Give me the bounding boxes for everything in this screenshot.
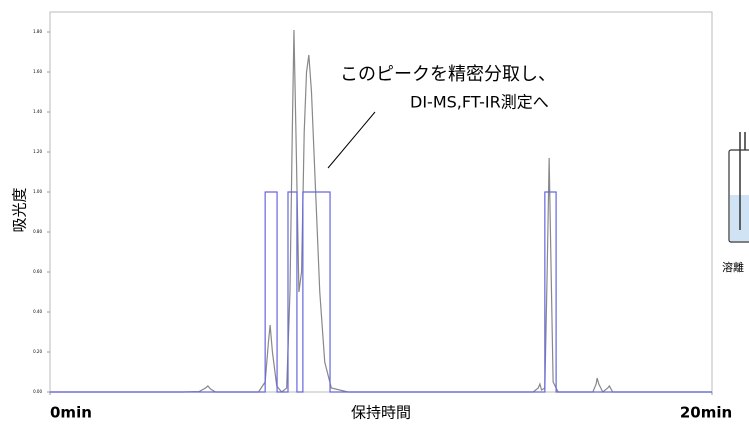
y-tick-label: 1.80 (33, 29, 42, 34)
y-axis-label: 吸光度 (11, 187, 29, 232)
x-tick-label: 20min (680, 404, 732, 422)
y-tick-label: 0.40 (33, 309, 42, 314)
eluent-bottle (729, 132, 749, 242)
series-line (50, 192, 712, 392)
y-tick-label: 1.20 (33, 149, 42, 154)
annotation-pointer (328, 112, 375, 168)
annotation: このピークを精密分取し、 (340, 64, 556, 85)
x-axis-label: 保持時間 (351, 404, 411, 422)
chart: 吸光度 保持時間 このピークを精密分取し、 DI-MS,FT-IR測定へ 溶離 … (0, 0, 749, 425)
page: 吸光度 保持時間 このピークを精密分取し、 DI-MS,FT-IR測定へ 溶離 … (0, 0, 749, 425)
y-tick-label: 0.80 (33, 229, 42, 234)
y-tick-label: 1.40 (33, 109, 42, 114)
y-tick-label: 0.00 (33, 389, 42, 394)
side-label: 溶離 (722, 260, 744, 274)
y-tick-label: 0.20 (33, 349, 42, 354)
x-tick-label: 0min (50, 404, 92, 422)
y-tick-label: 0.60 (33, 269, 42, 274)
y-tick-label: 1.60 (33, 69, 42, 74)
y-tick-label: 1.00 (33, 189, 42, 194)
annotation: DI-MS,FT-IR測定へ (410, 93, 549, 112)
